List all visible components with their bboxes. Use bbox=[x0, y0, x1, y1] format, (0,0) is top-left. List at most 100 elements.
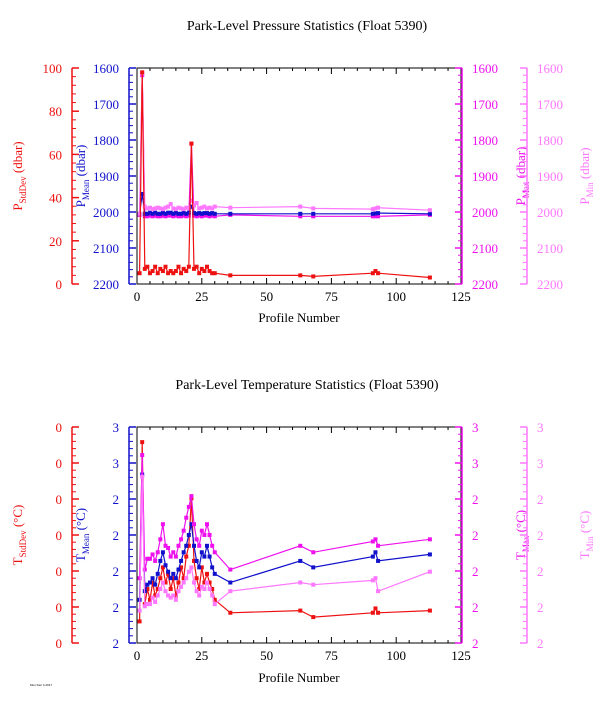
data-point-mean bbox=[145, 582, 150, 587]
y-tick-label: 2 bbox=[113, 636, 120, 651]
data-point-mean bbox=[150, 576, 155, 581]
y-tick-label: 1800 bbox=[93, 133, 119, 148]
data-point-mean bbox=[192, 543, 197, 548]
data-point-mean bbox=[202, 211, 207, 216]
data-point-mean bbox=[181, 550, 186, 555]
data-point-stddev bbox=[150, 269, 155, 274]
data-point-mean bbox=[194, 211, 199, 216]
y-axis-min: 2 2 2 2 2 3 3 TMin (°C) bbox=[520, 420, 595, 651]
y-tick-label: 1900 bbox=[537, 169, 563, 184]
y-tick-label: 2 bbox=[472, 564, 479, 579]
data-point-min bbox=[311, 582, 316, 587]
footer-stamp: Mon Dec 4 2017 bbox=[30, 683, 53, 687]
data-point-stddev bbox=[155, 271, 160, 276]
data-point-min bbox=[370, 578, 375, 583]
data-point-mean bbox=[176, 567, 181, 572]
data-point-max bbox=[311, 550, 316, 555]
y-tick-label: 20 bbox=[49, 234, 62, 249]
data-point-min bbox=[207, 587, 212, 591]
y-tick-label: 2 bbox=[472, 492, 479, 507]
data-point-min bbox=[427, 569, 432, 574]
data-point-stddev bbox=[142, 266, 147, 271]
data-point-min bbox=[298, 580, 303, 585]
data-point-max bbox=[194, 537, 199, 542]
y-tick-label: 2000 bbox=[472, 205, 498, 220]
data-point-mean bbox=[147, 580, 152, 585]
y-tick-label: 1800 bbox=[537, 133, 563, 148]
data-point-max bbox=[179, 214, 184, 219]
data-point-min bbox=[147, 205, 152, 210]
data-point-mean bbox=[155, 211, 160, 216]
data-point-max bbox=[202, 213, 207, 218]
chart-title: Park-Level Pressure Statistics (Float 53… bbox=[187, 19, 428, 34]
data-point-mean bbox=[427, 552, 432, 557]
data-point-stddev bbox=[160, 269, 165, 274]
data-point-stddev bbox=[186, 264, 191, 269]
data-point-max bbox=[370, 214, 375, 219]
data-point-min bbox=[204, 206, 209, 211]
y-tick-label: 0 bbox=[56, 564, 63, 579]
data-point-stddev bbox=[173, 269, 178, 274]
data-point-stddev bbox=[181, 266, 186, 271]
series-min bbox=[137, 71, 432, 216]
data-point-max bbox=[202, 533, 207, 537]
y-axis-stddev: 0 0 0 0 0 0 0 TStdDev (°C) bbox=[10, 420, 79, 651]
y-tick-label: 2 bbox=[472, 528, 479, 543]
data-point-mean bbox=[142, 211, 147, 216]
data-point-max bbox=[181, 528, 186, 533]
data-point-mean bbox=[212, 571, 217, 576]
data-point-max bbox=[140, 453, 145, 458]
data-point-mean bbox=[171, 211, 176, 216]
data-point-min bbox=[210, 593, 215, 598]
data-point-mean bbox=[153, 210, 158, 215]
data-point-min bbox=[181, 580, 186, 585]
data-point-min bbox=[373, 206, 378, 211]
data-point-min bbox=[181, 207, 186, 212]
data-point-min bbox=[173, 207, 178, 212]
data-point-min bbox=[376, 205, 381, 210]
data-point-mean bbox=[140, 192, 145, 196]
data-point-mean bbox=[228, 580, 233, 585]
data-point-stddev bbox=[207, 269, 212, 274]
series-line-stddev bbox=[139, 72, 430, 279]
data-point-min bbox=[427, 208, 432, 213]
y-tick-label: 3 bbox=[472, 420, 479, 435]
data-point-min bbox=[194, 201, 199, 205]
data-point-max bbox=[373, 214, 378, 219]
data-point-stddev bbox=[370, 271, 375, 276]
data-point-mean bbox=[199, 211, 204, 216]
data-point-stddev bbox=[228, 273, 233, 278]
data-point-max bbox=[311, 214, 316, 219]
data-point-mean bbox=[197, 565, 202, 570]
data-point-stddev bbox=[184, 554, 189, 559]
data-point-stddev bbox=[147, 271, 152, 276]
series-line-min bbox=[139, 476, 431, 611]
data-point-min bbox=[145, 206, 150, 211]
data-point-max bbox=[163, 214, 168, 219]
data-point-max bbox=[197, 213, 202, 218]
data-point-mean bbox=[160, 210, 165, 215]
data-point-min bbox=[155, 205, 160, 210]
series-stddev bbox=[137, 70, 432, 280]
chart-panel-0: Park-Level Pressure Statistics (Float 53… bbox=[10, 19, 595, 325]
data-point-stddev bbox=[210, 271, 215, 276]
data-point-mean bbox=[311, 211, 316, 216]
data-point-stddev bbox=[147, 597, 152, 602]
data-point-max bbox=[427, 537, 432, 542]
y-tick-label: 2200 bbox=[93, 277, 119, 292]
data-point-mean bbox=[173, 576, 178, 581]
data-point-min bbox=[163, 589, 168, 594]
data-point-stddev bbox=[153, 593, 158, 598]
x-tick-label: 25 bbox=[195, 289, 208, 304]
data-point-mean bbox=[163, 563, 168, 568]
data-point-min bbox=[147, 602, 152, 607]
series-mean bbox=[137, 192, 432, 216]
data-point-stddev bbox=[373, 269, 378, 274]
data-point-mean bbox=[370, 554, 375, 559]
data-point-min bbox=[168, 595, 173, 600]
data-point-stddev bbox=[197, 587, 202, 591]
data-point-stddev bbox=[158, 576, 163, 581]
data-point-max bbox=[179, 537, 184, 542]
data-point-stddev bbox=[168, 269, 173, 274]
